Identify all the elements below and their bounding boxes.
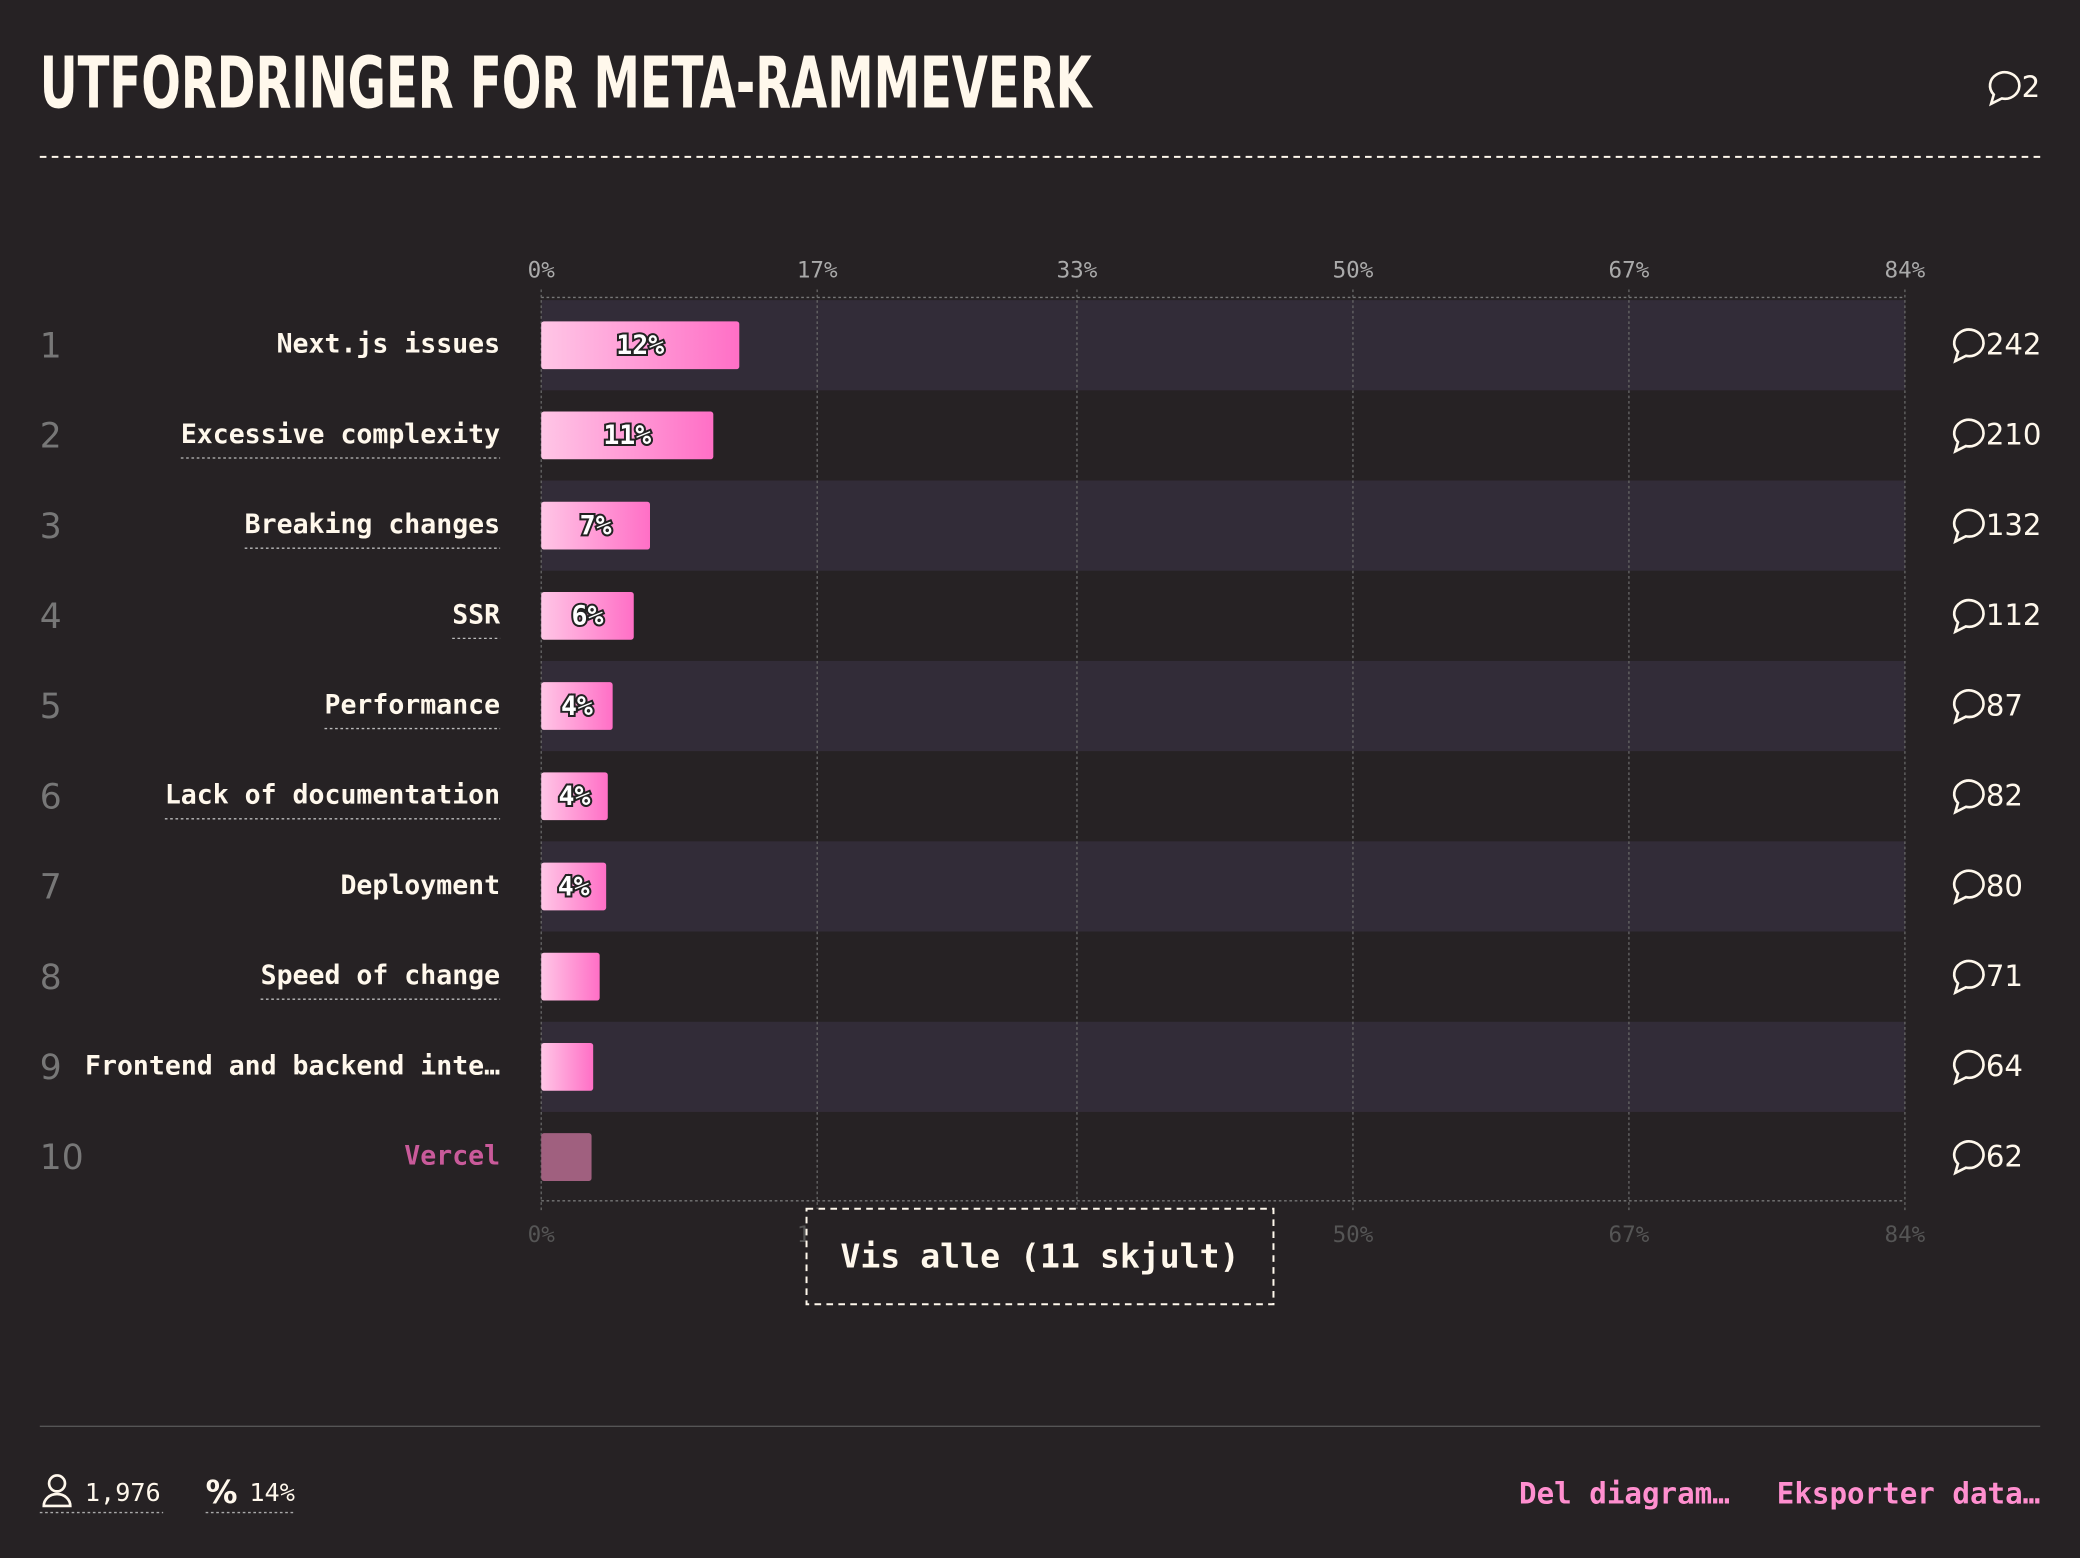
- row-band: [541, 300, 1905, 391]
- comment-count[interactable]: 132: [1986, 508, 2042, 542]
- row-band: [541, 660, 1905, 752]
- x-tick-label: 50%: [1333, 257, 1374, 283]
- rank: 8: [40, 958, 62, 998]
- row: 9 Frontend and backend inte… 64: [40, 1042, 2023, 1091]
- rank: 10: [40, 1138, 84, 1178]
- x-tick-label: 84%: [1885, 257, 1926, 283]
- row-band: [541, 1021, 1905, 1112]
- rank: 1: [40, 326, 62, 366]
- value-label: 11%: [603, 420, 651, 451]
- x-tick-label: 0%: [528, 257, 556, 283]
- respondents[interactable]: 1,976: [39, 1474, 164, 1514]
- comment-count[interactable]: 62: [1986, 1139, 2023, 1173]
- value-label: 4%: [559, 781, 591, 812]
- value-label: 4%: [561, 691, 593, 722]
- comment-count[interactable]: 242: [1986, 328, 2042, 362]
- comment-icon: [1952, 598, 1985, 635]
- row: 5 Performance 4% 87: [40, 682, 2023, 730]
- bar[interactable]: [541, 321, 740, 370]
- category-label[interactable]: Speed of change: [261, 960, 500, 991]
- category-label[interactable]: Lack of documentation: [165, 780, 500, 811]
- bar[interactable]: [541, 1042, 594, 1091]
- rank: 2: [40, 417, 62, 457]
- row-band: [541, 841, 1905, 932]
- percent-icon: %: [206, 1473, 238, 1511]
- comment-icon: [1952, 689, 1985, 725]
- bar[interactable]: [541, 952, 600, 1001]
- comment-count[interactable]: 82: [1986, 779, 2023, 813]
- bar[interactable]: [541, 1133, 592, 1181]
- title-comments[interactable]: 2: [1988, 70, 2041, 107]
- category-label[interactable]: Excessive complexity: [181, 419, 500, 450]
- person-icon: [47, 1474, 67, 1493]
- category-label[interactable]: Vercel: [404, 1141, 500, 1172]
- comment-count[interactable]: 210: [1986, 418, 2042, 452]
- button-label: Vis alle (11 skjult): [840, 1236, 1239, 1275]
- comment-icon: [1952, 779, 1985, 815]
- x-tick-label-bottom: 50%: [1333, 1222, 1374, 1248]
- export-link[interactable]: Eksporter data…: [1777, 1476, 2040, 1510]
- bar[interactable]: [541, 591, 634, 640]
- comment-icon: [1988, 70, 2021, 107]
- row: 3 Breaking changes 7% 132: [40, 501, 2042, 550]
- button-frame: [805, 1207, 1275, 1306]
- row: 2 Excessive complexity 11% 210: [40, 411, 2042, 460]
- row-band: [541, 480, 1905, 571]
- value-label: 4%: [558, 871, 590, 902]
- bar[interactable]: [541, 501, 650, 550]
- row: 4 SSR 6% 112: [40, 591, 2042, 640]
- comment-count[interactable]: 64: [1986, 1049, 2023, 1083]
- row: 1 Next.js issues 12% 242: [40, 321, 2042, 370]
- show-all-button[interactable]: Vis alle (11 skjult): [805, 1207, 1275, 1306]
- value-label: 12%: [616, 330, 664, 361]
- value-label: 7%: [580, 510, 612, 541]
- bar[interactable]: [541, 682, 613, 730]
- row: 7 Deployment 4% 80: [40, 862, 2023, 911]
- category-label[interactable]: Next.js issues: [277, 329, 501, 360]
- chart-title: UTFORDRINGER FOR META-RAMMEVERK: [40, 41, 1094, 124]
- category-label[interactable]: Deployment: [340, 870, 500, 901]
- bar[interactable]: [541, 772, 608, 821]
- respondents-count: 1,976: [85, 1478, 161, 1507]
- rank: 6: [40, 777, 62, 817]
- bar[interactable]: [541, 862, 607, 911]
- rank: 9: [40, 1048, 62, 1088]
- rank: 7: [40, 868, 62, 908]
- comment-count: 2: [2022, 70, 2041, 104]
- x-tick-label: 67%: [1609, 257, 1650, 283]
- category-label[interactable]: Breaking changes: [245, 509, 500, 540]
- x-tick-label: 17%: [797, 257, 838, 283]
- rank: 5: [40, 687, 62, 727]
- bar[interactable]: [541, 411, 714, 460]
- x-tick-label-bottom: 84%: [1885, 1222, 1926, 1248]
- category-label[interactable]: SSR: [452, 599, 500, 630]
- row: 8 Speed of change 71: [40, 952, 2023, 1001]
- category-label[interactable]: Performance: [324, 690, 500, 721]
- value-label: 6%: [572, 601, 604, 632]
- category-label[interactable]: Frontend and backend inte…: [85, 1050, 500, 1081]
- comment-count[interactable]: 80: [1986, 869, 2023, 903]
- completion-value: 14%: [249, 1478, 295, 1507]
- comment-icon: [1952, 869, 1985, 905]
- comment-icon: [1952, 418, 1985, 454]
- comment-icon: [1952, 1049, 1985, 1086]
- x-tick-label-bottom: 0%: [528, 1222, 556, 1248]
- row: 6 Lack of documentation 4% 82: [40, 772, 2023, 821]
- comment-icon: [1952, 959, 1985, 996]
- x-tick-label-bottom: 67%: [1609, 1222, 1650, 1248]
- person-icon: [42, 1492, 72, 1508]
- row: 10 Vercel 62: [40, 1133, 2023, 1181]
- x-tick-label: 33%: [1057, 257, 1098, 283]
- comment-icon: [1952, 508, 1985, 545]
- comment-count[interactable]: 71: [1986, 959, 2023, 993]
- comment-icon: [1952, 328, 1985, 364]
- comment-icon: [1952, 1140, 1985, 1176]
- share-link[interactable]: Del diagram…: [1519, 1476, 1730, 1510]
- rank: 3: [40, 507, 62, 547]
- rank: 4: [40, 597, 62, 637]
- completion[interactable]: % 14%: [206, 1473, 296, 1514]
- comment-count[interactable]: 112: [1986, 598, 2042, 632]
- comment-count[interactable]: 87: [1986, 688, 2023, 722]
